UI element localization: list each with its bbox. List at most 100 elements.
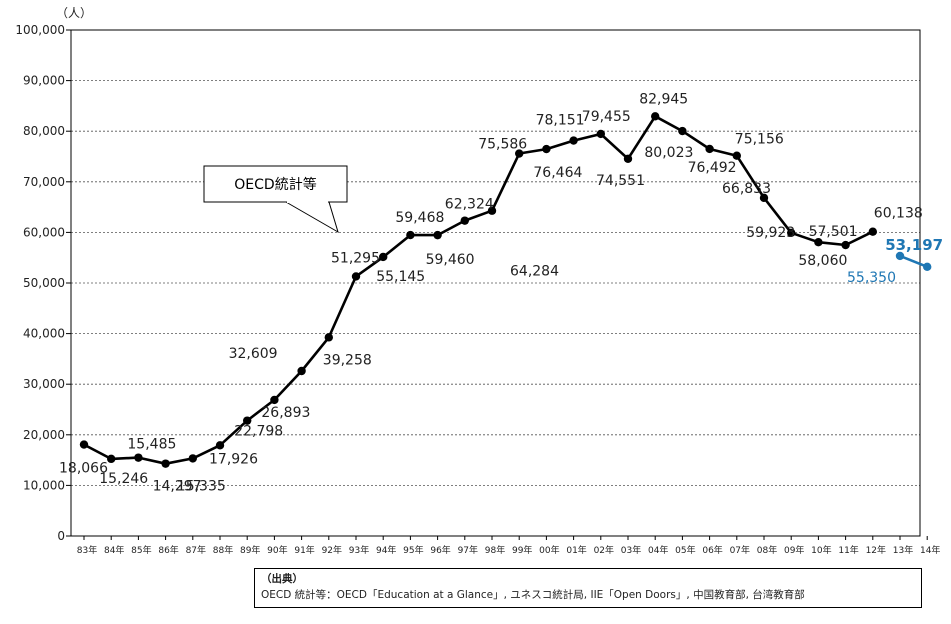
data-point <box>243 416 252 425</box>
y-tick-label: 60,000 <box>23 225 65 239</box>
data-label: 18,066 <box>59 461 108 477</box>
x-tick-label: 08年 <box>757 544 777 556</box>
data-points <box>79 112 932 468</box>
data-point <box>895 251 905 261</box>
x-tick-label: 93年 <box>349 544 369 556</box>
data-point <box>759 193 769 203</box>
data-point <box>379 252 388 262</box>
x-axis-tick-labels: 83年 84年 85年 86年 87年 88年 89年 90年 91年 92年 93年 94年 95年 9… <box>77 536 940 556</box>
x-tick-label: 09年 <box>784 544 804 556</box>
y-tick-label: 90,000 <box>23 74 65 88</box>
callout-box <box>203 165 348 203</box>
y-tick-label: 40,000 <box>23 327 65 341</box>
y-tick-label: 0 <box>57 529 65 543</box>
data-label: 57,501 <box>809 224 858 240</box>
data-point <box>161 459 170 468</box>
data-label: 59,468 <box>395 210 444 226</box>
data-label: 76,464 <box>533 165 582 181</box>
data-point <box>923 262 932 272</box>
data-point <box>188 454 197 463</box>
data-label: 15,246 <box>99 471 148 487</box>
data-point <box>651 112 660 121</box>
data-label: 39,258 <box>323 352 372 368</box>
data-label: 15,485 <box>127 437 176 453</box>
data-label: 17,926 <box>209 451 258 467</box>
data-label: 15,335 <box>177 478 226 494</box>
y-axis-tick-labels: 0 10,000 20,000 30,000 40,000 50,000 60,000 70,… <box>15 23 71 543</box>
source-note-box: （出典） OECD 統計等：OECD「Education at a Glance… <box>254 568 922 608</box>
data-point <box>868 227 877 236</box>
x-tick-label: 99年 <box>512 544 532 556</box>
x-tick-label: 12年 <box>866 544 886 556</box>
data-point <box>732 151 741 160</box>
series-lines <box>83 115 928 465</box>
source-note-title: （出典） <box>261 573 303 585</box>
data-label: 32,609 <box>229 346 278 362</box>
x-tick-label: 85年 <box>131 544 151 556</box>
data-label: 78,151 <box>536 113 585 129</box>
x-tick-label: 83年 <box>77 544 97 556</box>
data-point <box>270 395 279 405</box>
x-tick-label: 91年 <box>294 544 314 556</box>
data-point <box>351 272 361 281</box>
data-label: 82,945 <box>639 91 688 107</box>
data-label: 59,460 <box>426 252 475 268</box>
x-tick-label: 02年 <box>594 544 614 556</box>
y-tick-label: 20,000 <box>23 428 65 442</box>
data-label: 76,492 <box>688 160 737 176</box>
x-tick-label: 90年 <box>267 544 287 556</box>
y-axis-unit-label: （人） <box>56 6 92 20</box>
x-tick-label: 06年 <box>702 544 722 556</box>
data-point <box>678 126 687 136</box>
x-tick-label: 03年 <box>621 544 641 556</box>
data-point <box>814 238 823 247</box>
x-tick-label: 87年 <box>186 544 206 556</box>
x-tick-label: 11年 <box>838 544 858 556</box>
data-point <box>705 144 714 154</box>
x-tick-label: 14年 <box>920 544 940 556</box>
data-point <box>134 453 143 462</box>
data-label: 75,586 <box>478 137 527 153</box>
x-tick-label: 97年 <box>458 544 478 556</box>
data-point <box>79 440 89 449</box>
series-line-1 <box>899 254 928 269</box>
x-tick-label: 07年 <box>730 544 750 556</box>
data-label: 64,284 <box>510 264 559 280</box>
x-tick-label: 01年 <box>566 544 586 556</box>
data-label: 55,145 <box>376 269 425 285</box>
data-label: 59,923 <box>746 225 795 241</box>
data-label: 60,138 <box>874 206 923 222</box>
x-tick-label: 13年 <box>893 544 913 556</box>
x-tick-label: 95年 <box>403 544 423 556</box>
data-label: 55,350 <box>847 270 896 286</box>
data-point <box>433 230 442 240</box>
x-tick-label: 94年 <box>376 544 396 556</box>
x-tick-label: 84年 <box>104 544 124 556</box>
data-label: 26,893 <box>261 405 310 421</box>
data-label: 80,023 <box>644 145 693 161</box>
series-callout: OECD統計等 <box>203 165 348 234</box>
data-label: 62,324 <box>445 197 494 213</box>
y-tick-label: 70,000 <box>23 175 65 189</box>
x-tick-label: 96年 <box>430 544 450 556</box>
data-point <box>623 154 633 163</box>
data-label: 58,060 <box>798 253 847 269</box>
x-tick-label: 10年 <box>811 544 831 556</box>
callout-pointer <box>284 201 339 234</box>
x-tick-label: 92年 <box>322 544 342 556</box>
data-label: 14,297 <box>153 479 202 495</box>
data-point <box>841 240 850 250</box>
x-tick-label: 98年 <box>485 544 505 556</box>
y-tick-label: 100,000 <box>15 23 65 37</box>
data-point <box>487 206 497 215</box>
data-label: 79,455 <box>582 109 631 125</box>
x-tick-label: 05年 <box>675 544 695 556</box>
data-label: 75,156 <box>735 132 784 148</box>
data-label: 53,197 <box>885 236 943 254</box>
x-tick-label: 88年 <box>213 544 233 556</box>
x-tick-label: 04年 <box>648 544 668 556</box>
data-point <box>569 136 578 145</box>
data-point <box>324 333 333 342</box>
data-point <box>787 228 796 237</box>
